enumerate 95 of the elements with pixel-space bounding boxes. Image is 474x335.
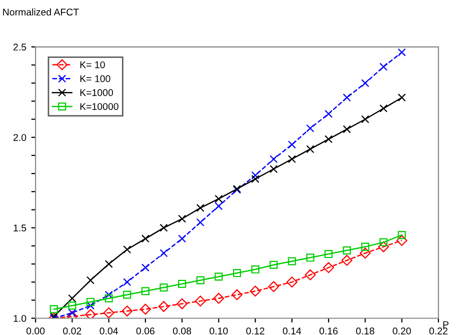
point <box>361 115 370 124</box>
point <box>251 174 260 183</box>
x-tick-label: 0.14 <box>282 328 302 334</box>
point <box>86 298 95 306</box>
point <box>178 234 186 243</box>
y-tick-label: 2.5 <box>13 44 26 51</box>
point <box>122 306 133 316</box>
point <box>268 281 280 292</box>
point <box>304 269 316 280</box>
legend-label: K=1000 <box>80 89 113 96</box>
point <box>196 204 204 212</box>
point <box>103 307 114 318</box>
point <box>85 309 96 318</box>
point <box>50 305 58 314</box>
point <box>251 265 260 274</box>
point <box>396 234 408 246</box>
point <box>306 254 314 262</box>
point <box>213 292 224 304</box>
point <box>196 276 204 284</box>
x-tick-label: 0.02 <box>63 328 82 334</box>
point <box>342 125 351 134</box>
point <box>288 155 296 164</box>
x-tick-label: 0.20 <box>392 328 411 334</box>
point <box>306 124 314 132</box>
x-tick-label: 0.00 <box>26 328 45 334</box>
point <box>123 245 132 254</box>
point <box>104 290 113 299</box>
y-tick-label: 2.0 <box>13 134 26 141</box>
x-tick-label: 0.18 <box>356 328 374 334</box>
x-tick-label: 0.10 <box>210 328 228 334</box>
point <box>324 250 333 258</box>
point <box>379 62 388 71</box>
point <box>379 104 388 112</box>
x-tick-label: 0.16 <box>319 328 338 334</box>
point <box>398 48 406 56</box>
point <box>398 94 406 102</box>
point <box>123 290 132 299</box>
point <box>86 276 95 284</box>
point <box>232 289 242 300</box>
y-tick-label: 1.0 <box>14 314 26 322</box>
legend-label: K= 10 <box>80 61 105 68</box>
point <box>178 214 186 223</box>
point <box>342 94 351 102</box>
point <box>176 298 188 310</box>
point <box>306 145 314 154</box>
point <box>270 164 278 174</box>
legend-label: K= 100 <box>80 75 110 82</box>
point <box>178 280 186 288</box>
point <box>214 202 223 210</box>
point <box>141 287 150 296</box>
point <box>324 110 333 118</box>
x-tick-label: 0.12 <box>246 328 264 334</box>
point <box>323 262 334 274</box>
point <box>214 194 223 203</box>
point <box>196 218 204 226</box>
x-tick-label: 0.08 <box>172 328 192 334</box>
point <box>158 301 170 312</box>
x-tick-label: 0.06 <box>136 328 154 334</box>
point <box>68 302 76 310</box>
x-tick-label: 0.04 <box>100 328 118 334</box>
point <box>379 238 388 246</box>
point <box>341 254 352 266</box>
point <box>123 278 132 286</box>
point <box>324 135 333 144</box>
point <box>214 272 223 281</box>
point <box>378 241 389 252</box>
point <box>270 155 278 164</box>
point <box>270 260 278 269</box>
point <box>250 286 261 297</box>
x-tick-label: 0.22 <box>429 328 448 334</box>
point <box>141 264 150 272</box>
point <box>360 248 371 259</box>
point <box>86 302 95 310</box>
point <box>398 231 406 240</box>
point <box>160 283 168 292</box>
point <box>288 257 296 266</box>
y-tick-label: 1.5 <box>14 224 26 232</box>
point <box>286 276 298 288</box>
point <box>251 171 260 180</box>
point <box>160 249 168 258</box>
point <box>194 296 206 307</box>
point <box>288 140 296 149</box>
point <box>104 294 113 302</box>
point <box>141 234 150 243</box>
point <box>104 260 113 268</box>
point <box>361 79 370 88</box>
y-axis-title: Normalized AFCT <box>3 8 79 16</box>
point <box>232 269 242 278</box>
point <box>342 246 351 254</box>
point <box>160 224 168 232</box>
point <box>361 242 370 251</box>
point <box>68 294 76 302</box>
point <box>140 304 151 315</box>
legend-label: K=10000 <box>80 103 118 110</box>
x-axis-title: P <box>443 321 448 328</box>
